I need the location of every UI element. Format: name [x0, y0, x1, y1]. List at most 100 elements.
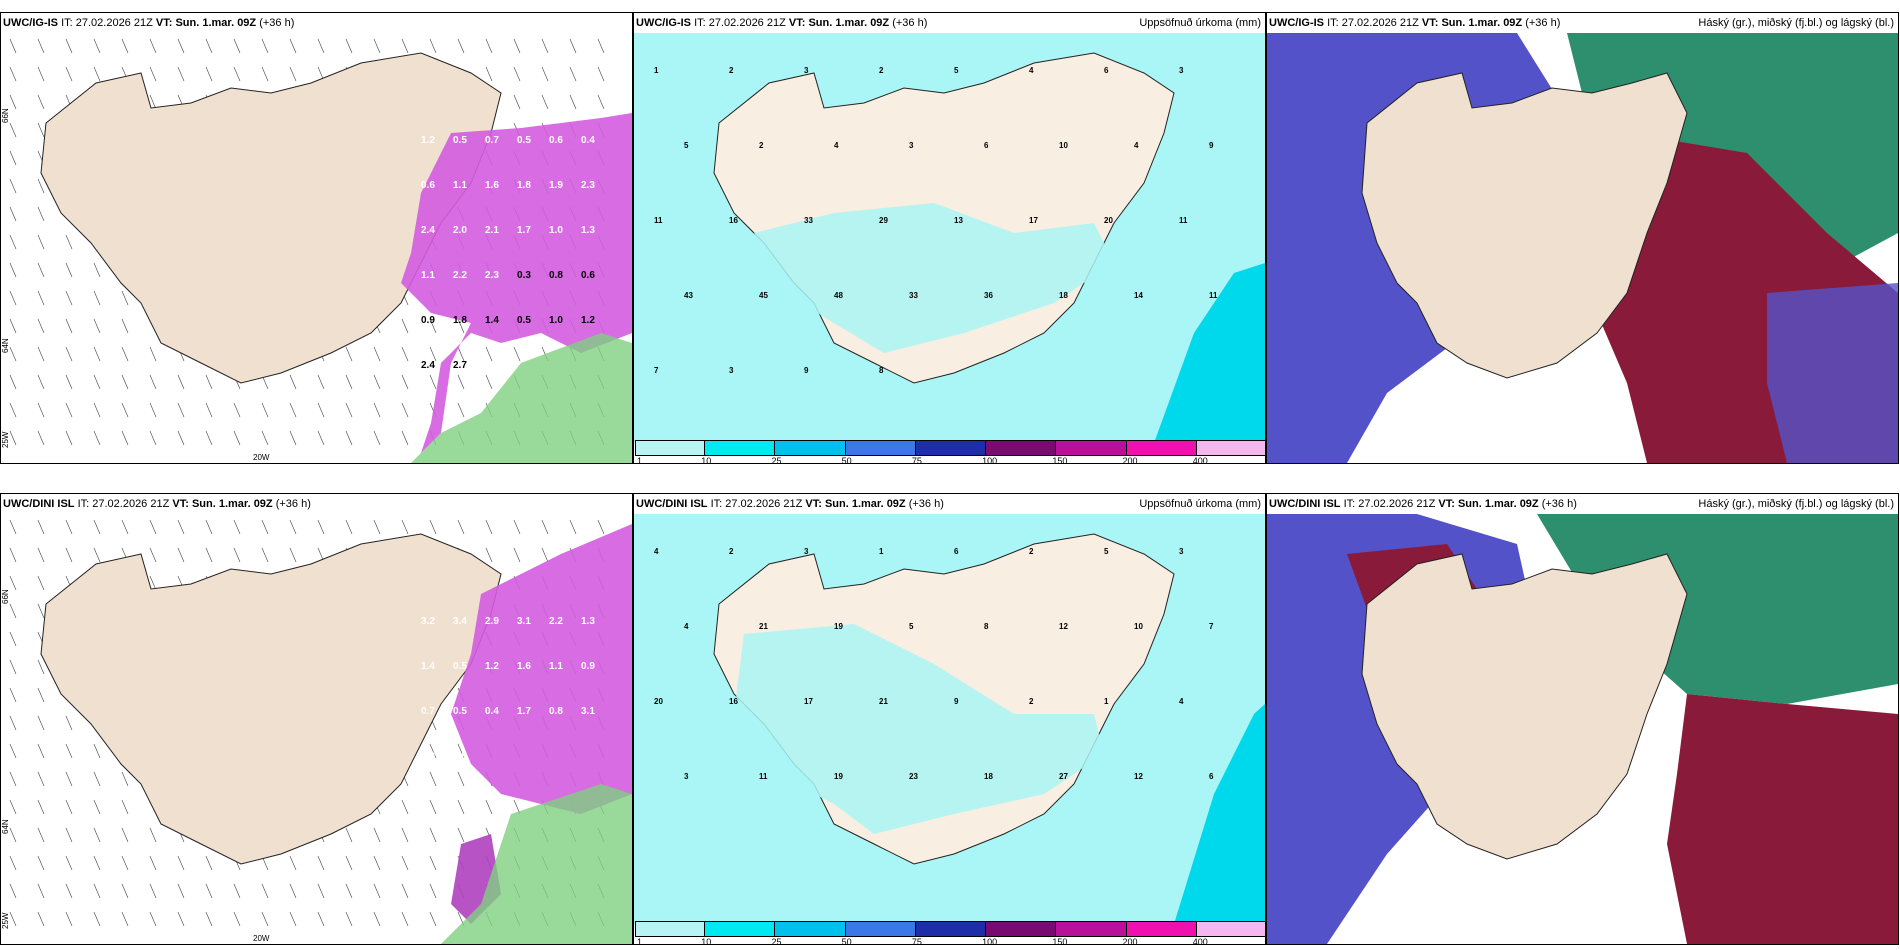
wind-barb: [9, 827, 17, 843]
wind-barb: [9, 290, 17, 306]
wind-barb: [205, 402, 213, 418]
precip-value-label: 13: [954, 216, 963, 225]
wind-barb: [457, 38, 465, 54]
wind-barb: [205, 430, 213, 446]
wind-barb: [37, 603, 45, 619]
wind-barb: [37, 659, 45, 675]
wind-barb: [65, 66, 73, 82]
wind-barb: [485, 38, 493, 54]
wind-barb: [373, 519, 381, 535]
wind-barb: [149, 38, 157, 54]
wind-barb: [37, 374, 45, 390]
wind-barb: [37, 318, 45, 334]
wind-barb: [457, 374, 465, 390]
wind-barb: [177, 855, 185, 871]
wind-barb: [401, 519, 409, 535]
legend-tick-label: 25: [771, 937, 782, 945]
wind-barb: [121, 430, 129, 446]
precip-value-label: 14: [1134, 291, 1143, 300]
wind-barb: [457, 827, 465, 843]
precip-area-purple: [401, 113, 632, 453]
wind-barb: [93, 318, 101, 334]
cloud-map[interactable]: [1267, 33, 1898, 463]
lat-label-66: 66N: [1, 108, 10, 123]
wind-value-label: 3.1: [581, 706, 595, 717]
legend-swatch: [775, 440, 846, 456]
precip-value-label: 16: [729, 216, 738, 225]
wind-barb: [65, 855, 73, 871]
legend-swatch: [986, 440, 1057, 456]
cloud-map[interactable]: [1267, 514, 1898, 944]
precip-value-label: 21: [879, 697, 888, 706]
precip-map[interactable]: 4 2 3 1 6 2 5 34 21 19 5 8 12 10 720 16 17 21 9 2 1 43 11 19 23 1…: [634, 514, 1265, 924]
precip-values: 4 2 3 1 6 2 5 34 21 19 5 8 12 10 720 16 17 21 9 2 1 43 11 19 23 1…: [654, 547, 1214, 781]
wind-barb: [149, 827, 157, 843]
precip-value-label: 6: [954, 547, 959, 556]
wind-barb: [37, 122, 45, 138]
wind-map[interactable]: 3.2 3.4 2.9 3.1 2.2 1.3 1.4 0.5 1.2 1.6 1.1 0.9 0.7 0…: [1, 514, 632, 944]
wind-barb: [541, 547, 549, 563]
lon-label-20: 20W: [253, 453, 270, 462]
precip-value-label: 3: [729, 366, 734, 375]
wind-value-label: 2.4: [421, 225, 435, 236]
wind-barb: [345, 374, 353, 390]
legend-tick-label: 150: [1052, 456, 1068, 464]
precip-value-label: 8: [984, 622, 989, 631]
lon-label-25: 25W: [1, 912, 10, 929]
wind-barb: [93, 290, 101, 306]
precip-value-label: 9: [804, 366, 809, 375]
wind-barb: [457, 771, 465, 787]
legend-swatch: [915, 440, 987, 456]
wind-barb: [9, 122, 17, 138]
wind-barb: [177, 911, 185, 927]
wind-barb: [485, 66, 493, 82]
wind-barb: [93, 402, 101, 418]
wind-barb: [513, 38, 521, 54]
legend-swatch: [635, 440, 706, 456]
wind-barb: [345, 827, 353, 843]
wind-barb: [9, 374, 17, 390]
wind-barb: [149, 519, 157, 535]
wind-barb: [121, 799, 129, 815]
wind-barb: [289, 402, 297, 418]
wind-barb: [9, 178, 17, 194]
precip-value-label: 2: [759, 141, 764, 150]
wind-barb: [93, 38, 101, 54]
legend-tick-label: 50: [841, 937, 852, 945]
wind-value-label: 1.1: [549, 661, 563, 672]
wind-map[interactable]: 1.2 0.5 0.7 0.5 0.6 0.4 0.6 1.1 1.6 1.8 1.9 2.3 2.4 2…: [1, 33, 632, 463]
precip-value-label: 2: [1029, 697, 1034, 706]
wind-value-label: 0.3: [517, 270, 531, 281]
wind-value-label: 2.9: [421, 751, 435, 762]
legend-swatch: [845, 921, 916, 937]
wind-barb: [205, 855, 213, 871]
iceland-land: [1361, 553, 1688, 860]
wind-barb: [93, 262, 101, 278]
wind-barb: [401, 883, 409, 899]
wind-value-label: 0.7: [421, 706, 435, 717]
wind-barb: [429, 911, 437, 927]
wind-barb: [37, 883, 45, 899]
wind-barb: [317, 402, 325, 418]
wind-barb: [121, 519, 129, 535]
wind-barb: [457, 519, 465, 535]
wind-barb: [429, 318, 437, 334]
precip-heavy: [1154, 263, 1265, 443]
precip-panel-bottom: UWC/DINI ISL IT: 27.02.2026 21Z VT: Sun.…: [633, 493, 1266, 945]
precip-value-label: 11: [1179, 216, 1188, 225]
legend-swatch: [705, 921, 776, 937]
precip-value-label: 4: [834, 141, 839, 150]
lon-label-20: 20W: [253, 934, 270, 943]
wind-barb: [93, 430, 101, 446]
wind-barb: [401, 911, 409, 927]
wind-barb: [121, 771, 129, 787]
precip-area-purple: [451, 524, 632, 814]
precip-value-label: 5: [954, 66, 959, 75]
panel-header: UWC/IG-IS IT: 27.02.2026 21Z VT: Sun. 1.…: [1269, 17, 1561, 29]
legend-swatch: [705, 440, 776, 456]
precip-area-green: [411, 333, 632, 463]
wind-barb: [429, 855, 437, 871]
wind-barb: [65, 519, 73, 535]
precip-value-label: 45: [759, 291, 768, 300]
